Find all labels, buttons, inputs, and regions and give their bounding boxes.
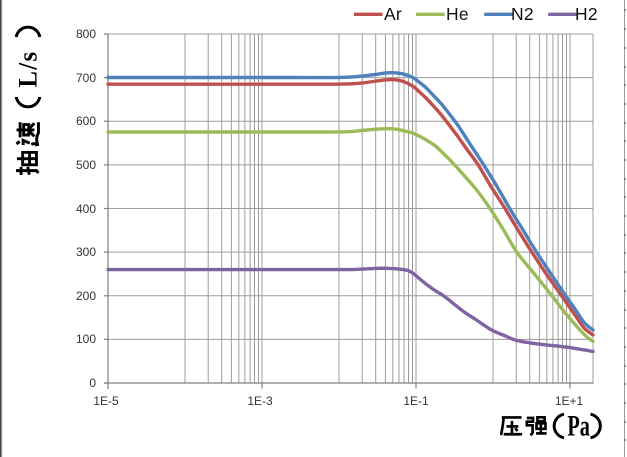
- svg-text:Pa: Pa: [567, 412, 590, 440]
- svg-text:L/s: L/s: [14, 51, 42, 88]
